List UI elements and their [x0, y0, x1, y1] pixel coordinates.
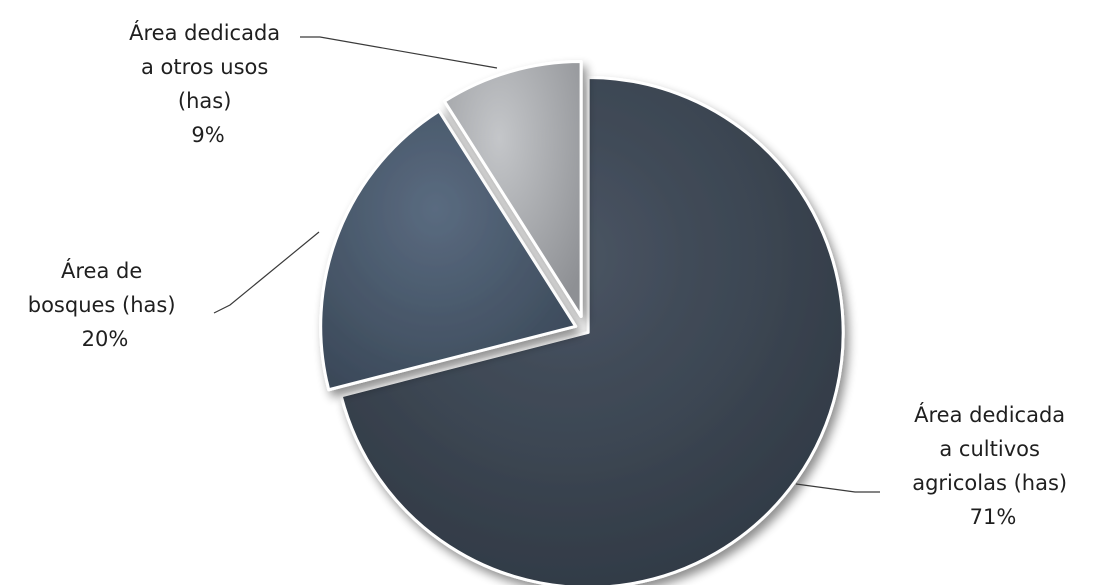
slice-label-line: (has) [178, 89, 232, 113]
slice-label-line: a otros usos [141, 55, 268, 79]
pie-slice-cultivos [339, 75, 845, 585]
slice-label-line: Área dedicada [129, 20, 280, 45]
slice-label-line: agricolas (has) [912, 471, 1067, 495]
slice-percent: 20% [82, 327, 129, 351]
pie-slices [319, 60, 845, 585]
leader-lines [213, 36, 880, 493]
slice-label-otros: Área dedicada a otros usos (has) 9% [129, 20, 287, 147]
leader-line-cultivos [795, 483, 880, 493]
slice-label-line: a cultivos [939, 437, 1040, 461]
slice-label-bosques: Área de bosques (has) 20% [28, 258, 183, 351]
leader-line-bosques [213, 231, 320, 314]
slice-label-cultivos: Área dedicada a cultivos agricolas (has)… [912, 402, 1074, 529]
pie-slice-bosques [319, 109, 578, 392]
slice-label-line: Área dedicada [914, 402, 1065, 427]
slice-percent: 71% [970, 505, 1017, 529]
slice-percent: 9% [191, 123, 224, 147]
slice-label-line: bosques (has) [28, 293, 176, 317]
slice-label-line: Área de [61, 258, 142, 283]
pie-slice-otros [442, 60, 583, 319]
leader-line-otros [300, 36, 498, 69]
